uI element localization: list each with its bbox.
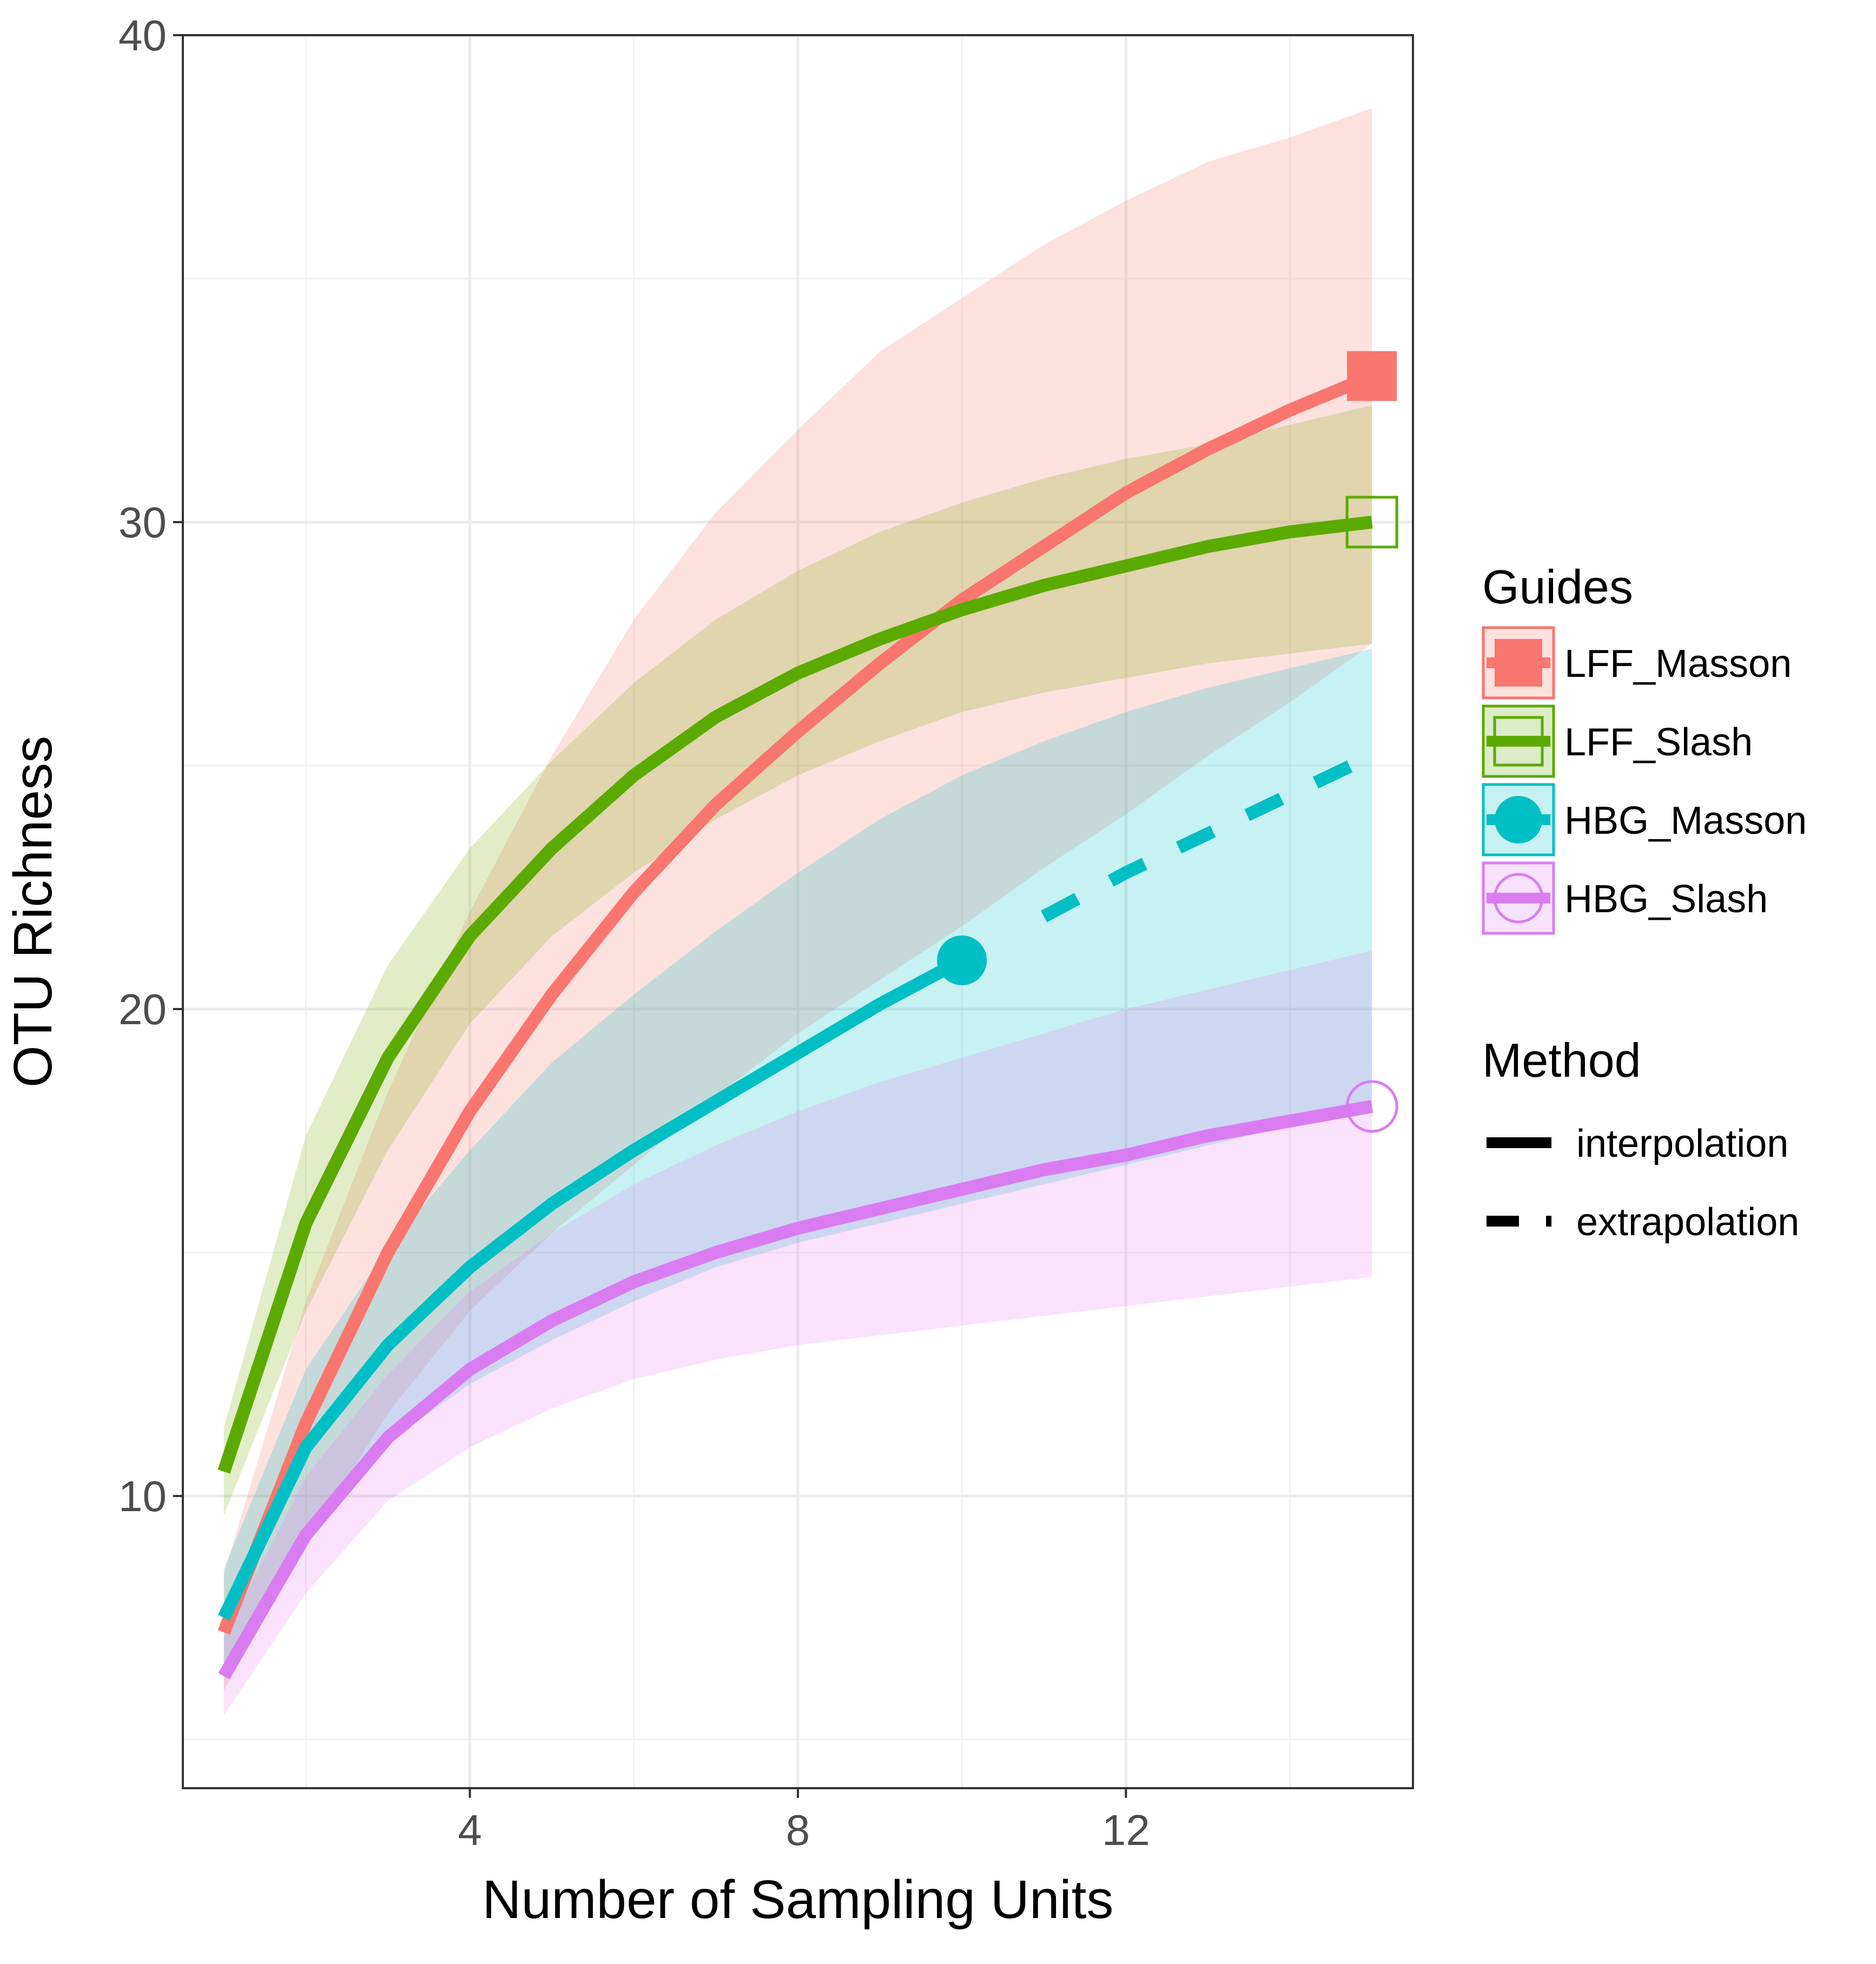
y-tick-label: 30: [118, 498, 167, 546]
legend-label-lff-masson: LFF_Masson: [1564, 642, 1792, 686]
legend-method-label-interpolation: interpolation: [1576, 1122, 1788, 1165]
y-tick-labels: 10 20 30 40: [118, 11, 167, 1520]
legend-key-marker-hbg-masson: [1495, 796, 1542, 843]
line-extrapolation-hbg-masson: [1041, 750, 1375, 922]
observed-point-lff-masson: [1347, 351, 1397, 401]
y-tick-label: 20: [118, 985, 167, 1033]
line-interpolation-lff-slash: [217, 516, 1373, 1474]
legend-key-marker-lff-masson: [1495, 639, 1542, 687]
observed-point-hbg-masson: [937, 935, 987, 985]
legend-label-lff-slash: LFF_Slash: [1564, 721, 1753, 764]
x-axis-title: Number of Sampling Units: [482, 1869, 1113, 1930]
y-tick-label: 40: [118, 11, 167, 60]
ribbon-lff-masson: [223, 108, 1372, 1691]
ribbon-lff-slash: [223, 405, 1372, 1515]
line-interpolation-hbg-slash: [218, 1100, 1373, 1680]
legend-key-marker-lff-slash: [1493, 716, 1544, 767]
x-tick-label: 4: [458, 1806, 482, 1854]
line-interpolation-hbg-masson: [217, 954, 965, 1621]
x-tick-label: 8: [786, 1806, 810, 1854]
observed-markers: [937, 351, 1398, 1133]
series-lines: [217, 370, 1375, 1680]
axis-ticks: [173, 34, 1127, 1798]
x-tick-label: 12: [1102, 1806, 1150, 1854]
legend-label-hbg-masson: HBG_Masson: [1564, 799, 1807, 842]
ribbon-hbg-slash: [223, 951, 1372, 1715]
legend-label-hbg-slash: HBG_Slash: [1564, 878, 1768, 921]
confidence-ribbons: [223, 108, 1372, 1715]
legend-guides: Guides LFF_Masson LFF_Slash HBG_Masson HBG_…: [1482, 560, 1807, 935]
legend-method-label-extrapolation: extrapolation: [1576, 1201, 1799, 1244]
line-interpolation-lff-masson: [217, 370, 1375, 1635]
x-tick-labels: 4 8 12: [458, 1806, 1150, 1854]
observed-point-hbg-slash: [1345, 1080, 1398, 1133]
y-tick-label: 10: [118, 1472, 167, 1520]
ribbon-hbg-masson: [223, 649, 1372, 1666]
legend-guides-title: Guides: [1482, 560, 1633, 614]
grid-major: [183, 34, 1413, 1788]
legend-method-title: Method: [1482, 1033, 1641, 1087]
legend-method: Method interpolation extrapolation: [1482, 1033, 1799, 1244]
legend-key-marker-hbg-slash: [1493, 873, 1544, 924]
y-axis-title: OTU Richness: [3, 736, 63, 1088]
observed-point-lff-slash: [1345, 496, 1398, 549]
